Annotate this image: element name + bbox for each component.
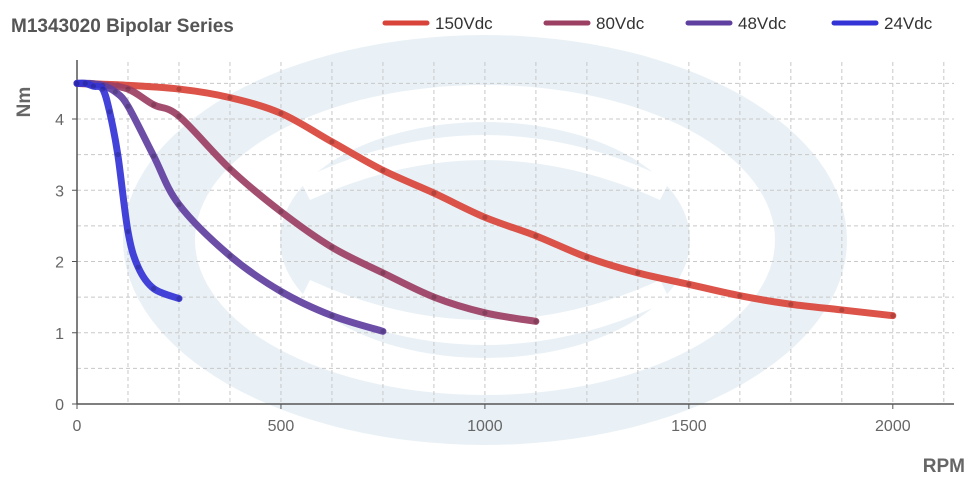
data-point: [890, 313, 896, 319]
data-point: [584, 254, 590, 260]
chart-title: M1343020 Bipolar Series: [11, 16, 234, 37]
chart-grid: [77, 62, 954, 404]
data-point: [380, 270, 386, 276]
x-tick-label: 500: [268, 418, 295, 435]
data-point: [635, 270, 641, 276]
chart-axes: [76, 60, 954, 405]
data-point: [482, 214, 488, 220]
data-point: [90, 83, 96, 89]
data-point: [686, 281, 692, 287]
data-point: [115, 152, 121, 158]
y-tick-label: 4: [55, 112, 64, 129]
legend-label: 80Vdc: [596, 14, 645, 33]
legend-label: 48Vdc: [738, 14, 787, 33]
data-point: [329, 244, 335, 250]
data-point: [329, 139, 335, 145]
data-point: [329, 313, 335, 319]
y-axis-ticks: 0 1 2 3 4: [55, 112, 77, 414]
series-layer: [73, 79, 897, 335]
data-point: [107, 109, 113, 115]
data-point: [100, 86, 106, 92]
data-point: [737, 293, 743, 299]
data-point: [151, 285, 157, 292]
data-point: [82, 80, 88, 86]
x-tick-label: 2000: [875, 418, 911, 435]
legend-label: 24Vdc: [884, 14, 933, 33]
data-point: [176, 295, 182, 302]
x-axis-ticks: 0 500 1000 1500 2000: [73, 404, 911, 435]
data-point: [176, 86, 182, 92]
data-point: [227, 166, 233, 172]
data-point: [125, 228, 131, 235]
x-axis-label: RPM: [923, 456, 965, 477]
y-tick-label: 3: [55, 183, 64, 200]
data-point: [380, 328, 386, 334]
data-point: [431, 190, 437, 196]
data-point: [533, 233, 539, 239]
data-point: [135, 264, 141, 270]
data-point: [380, 167, 386, 173]
series-line-80vdc: [73, 79, 540, 325]
y-tick-label: 1: [55, 326, 64, 343]
data-point: [227, 95, 233, 101]
data-point: [278, 110, 284, 116]
data-point: [227, 253, 233, 259]
y-tick-label: 0: [55, 397, 64, 414]
legend: 150Vdc 80Vdc 48Vdc 24Vdc: [382, 14, 933, 33]
data-point: [482, 310, 488, 316]
data-point: [125, 86, 131, 92]
x-tick-label: 0: [73, 418, 82, 435]
data-point: [278, 209, 284, 215]
data-point: [839, 307, 845, 313]
data-point: [431, 294, 437, 300]
x-tick-label: 1500: [671, 418, 707, 435]
data-point: [112, 89, 118, 95]
y-tick-label: 2: [55, 255, 64, 272]
data-point: [74, 80, 80, 86]
x-tick-label: 1000: [467, 418, 503, 435]
data-point: [278, 288, 284, 295]
series-line-24vdc: [73, 79, 183, 303]
series-line-150vdc: [73, 79, 897, 320]
data-point: [151, 102, 157, 108]
data-point: [151, 153, 157, 159]
y-axis-label: Nm: [14, 87, 35, 118]
data-point: [125, 103, 131, 109]
data-point: [176, 113, 182, 119]
data-point: [788, 301, 794, 307]
data-point: [176, 201, 182, 208]
legend-label: 150Vdc: [435, 14, 493, 33]
data-point: [533, 318, 539, 324]
